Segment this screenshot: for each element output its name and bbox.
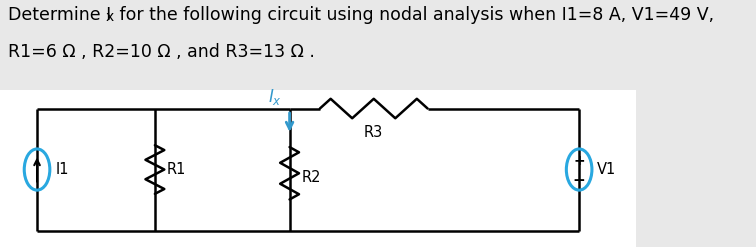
FancyBboxPatch shape	[0, 0, 637, 91]
Text: Determine I: Determine I	[8, 6, 111, 24]
Text: V1: V1	[596, 162, 616, 177]
Text: +: +	[573, 154, 585, 167]
Text: R3: R3	[364, 125, 383, 140]
Text: R2: R2	[302, 169, 321, 185]
Text: I1: I1	[56, 162, 70, 177]
Text: x: x	[106, 10, 114, 24]
Text: R1=6 Ω , R2=10 Ω , and R3=13 Ω .: R1=6 Ω , R2=10 Ω , and R3=13 Ω .	[8, 43, 315, 62]
Text: −: −	[573, 172, 585, 187]
Text: $\mathit{I_x}$: $\mathit{I_x}$	[268, 87, 282, 107]
FancyBboxPatch shape	[0, 90, 637, 247]
Text: R1: R1	[167, 162, 187, 177]
Text: for the following circuit using nodal analysis when I1=8 A, V1=49 V,: for the following circuit using nodal an…	[114, 6, 714, 24]
